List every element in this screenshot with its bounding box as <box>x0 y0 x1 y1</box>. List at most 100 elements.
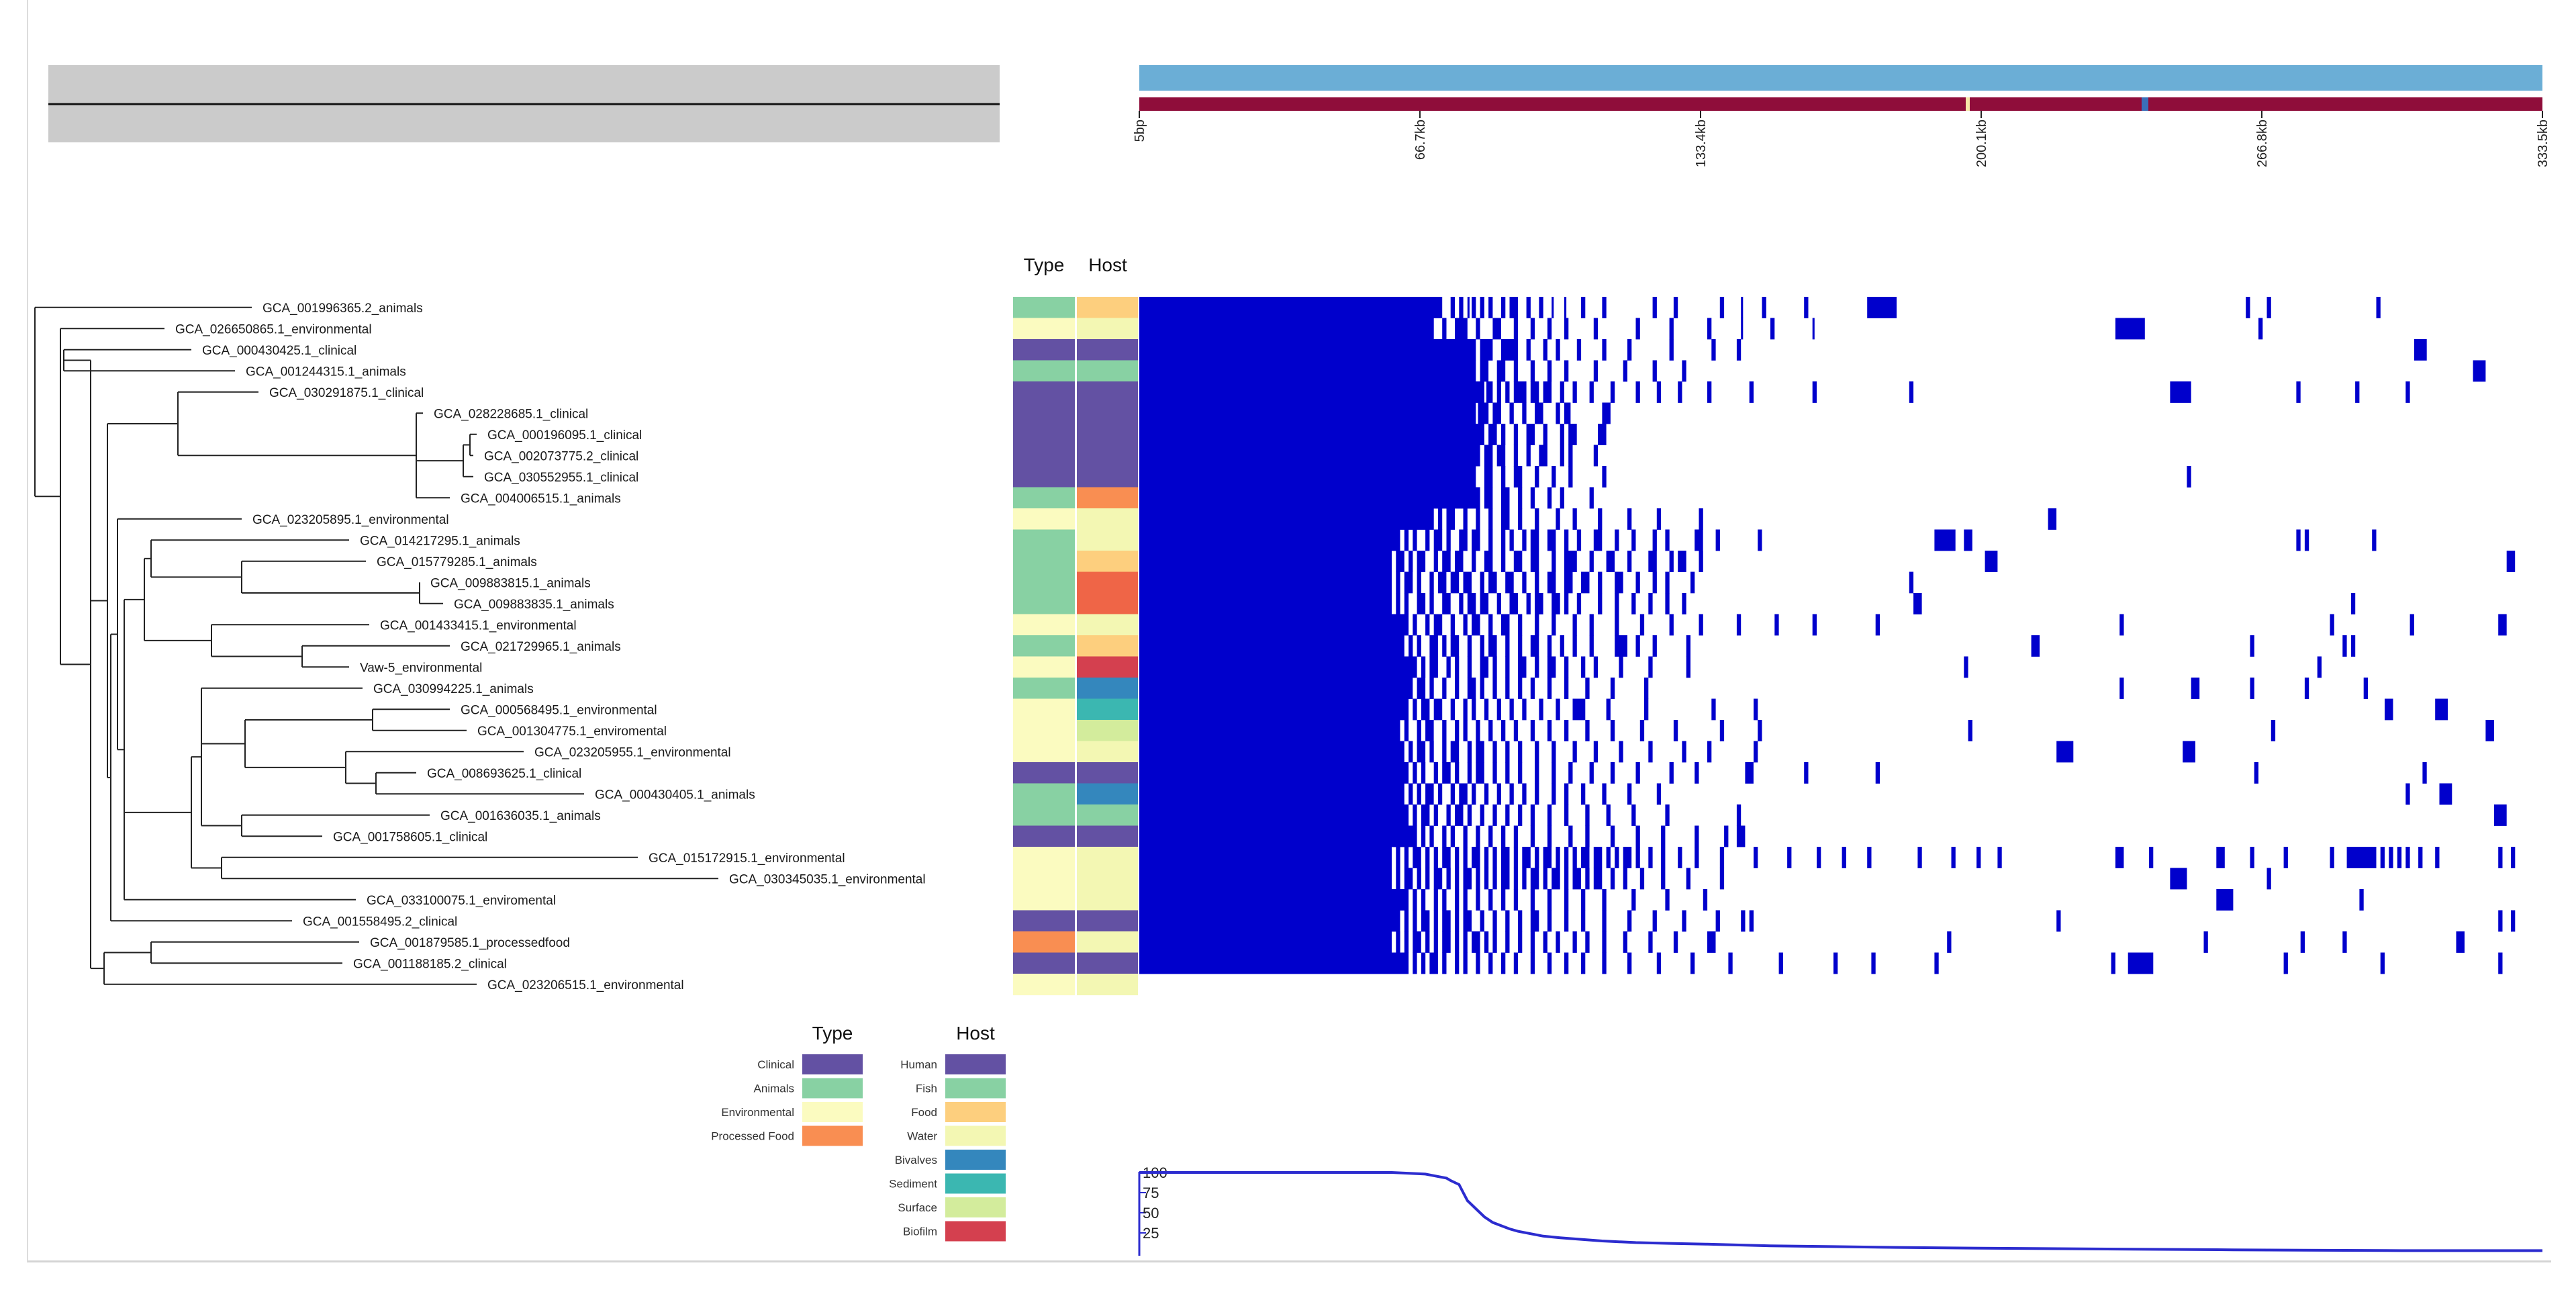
presence-block <box>1429 656 1438 678</box>
leaf-label: GCA_001879585.1_processedfood <box>370 936 570 950</box>
host-legend: Human Fish Food Water Bivalves Sediment Surfac… <box>889 1054 1006 1242</box>
annotation-feature <box>1966 97 1970 111</box>
genome-annotation-track[interactable] <box>1139 97 2542 111</box>
presence-block <box>1488 571 1497 594</box>
presence-block <box>1833 952 1838 974</box>
host-cell <box>1077 804 1138 827</box>
presence-block <box>1476 720 1480 741</box>
presence-block <box>1467 678 1476 699</box>
presence-block <box>1478 402 1489 424</box>
presence-block <box>1480 297 1484 318</box>
presence-block <box>2296 381 2301 403</box>
leaf-label: GCA_001758605.1_clinical <box>333 830 487 844</box>
presence-block <box>1492 847 1497 868</box>
presence-block <box>1413 889 1417 911</box>
legend-swatch <box>802 1102 863 1122</box>
presence-block <box>1610 678 1615 699</box>
type-column-header: Type <box>1024 255 1065 275</box>
leaf-label: GCA_008693625.1_clinical <box>427 767 581 781</box>
legend-swatch <box>802 1078 863 1099</box>
presence-block <box>1530 529 1539 551</box>
presence-block <box>2056 910 2061 932</box>
presence-block <box>1467 593 1476 614</box>
presence-block <box>1547 571 1556 594</box>
presence-block <box>1639 868 1645 890</box>
metadata-strips <box>1013 297 1138 996</box>
leaf-label: GCA_030994225.1_animals <box>373 682 534 696</box>
presence-block <box>2439 783 2452 805</box>
legend-swatch <box>945 1078 1006 1099</box>
presence-block <box>1530 931 1535 953</box>
presence-block <box>1741 297 1744 318</box>
presence-block <box>1564 551 1577 572</box>
presence-block <box>1610 868 1615 890</box>
presence-block <box>1463 952 1468 974</box>
presence-block <box>1572 614 1577 636</box>
presence-block <box>1644 698 1649 721</box>
host-cell <box>1077 698 1138 721</box>
presence-block <box>1421 762 1426 784</box>
presence-block <box>1564 720 1569 741</box>
presence-block <box>1139 381 1484 403</box>
presence-block <box>1417 593 1426 614</box>
presence-block <box>1947 931 1952 953</box>
type-cell <box>1013 402 1075 424</box>
presence-block <box>1488 720 1493 741</box>
presence-block <box>1711 698 1716 721</box>
presence-block <box>1476 952 1480 974</box>
presence-block <box>2267 868 2271 890</box>
presence-block <box>1598 571 1603 594</box>
genome-tick-label: 66.7kb <box>1413 120 1428 160</box>
presence-block <box>1396 931 1400 953</box>
presence-block <box>1433 847 1438 868</box>
presence-block <box>1429 825 1434 847</box>
presence-block <box>1455 847 1460 868</box>
leaf-label: GCA_015779285.1_animals <box>377 555 537 569</box>
presence-block <box>1619 656 1623 678</box>
presence-block <box>1139 551 1392 572</box>
presence-block <box>1459 593 1464 614</box>
presence-block <box>1404 593 1409 614</box>
presence-block <box>1496 360 1506 382</box>
presence-block <box>1741 910 1746 932</box>
presence-block <box>1480 635 1484 657</box>
presence-block <box>1518 678 1523 699</box>
presence-block <box>2304 678 2309 699</box>
presence-block <box>1480 910 1484 932</box>
presence-block <box>1909 571 1914 594</box>
presence-block <box>1917 847 1922 868</box>
leaf-label: GCA_004006515.1_animals <box>461 492 621 506</box>
presence-block <box>1652 571 1657 594</box>
presence-block <box>1530 487 1535 509</box>
presence-block <box>2267 297 2271 318</box>
presence-block <box>1564 952 1569 974</box>
presence-block <box>1576 529 1582 551</box>
presence-block <box>1463 889 1468 911</box>
presence-block <box>2350 635 2356 657</box>
presence-block <box>2498 910 2503 932</box>
presence-block <box>1711 339 1716 361</box>
presence-block <box>1472 783 1476 805</box>
presence-block <box>1417 720 1421 741</box>
presence-block <box>2216 847 2225 868</box>
presence-block <box>1572 698 1586 721</box>
presence-block <box>1442 593 1451 614</box>
genome-tick-label: 333.5kb <box>2536 120 2550 167</box>
presence-block <box>1804 297 1809 318</box>
genome-overview-bar[interactable] <box>1139 65 2542 91</box>
presence-block <box>1501 720 1506 741</box>
presence-block <box>1492 741 1497 763</box>
presence-block <box>1425 868 1430 890</box>
presence-block <box>1396 868 1400 890</box>
presence-block <box>1656 952 1662 974</box>
presence-block <box>1433 551 1438 572</box>
presence-block <box>1480 360 1489 382</box>
presence-block <box>1425 529 1430 551</box>
legend-label: Processed Food <box>711 1130 794 1143</box>
presence-block <box>1505 741 1510 763</box>
presence-block <box>1496 381 1501 403</box>
presence-block <box>1404 720 1409 741</box>
presence-block <box>1686 868 1690 890</box>
presence-block <box>1139 593 1392 614</box>
presence-block <box>1446 529 1451 551</box>
